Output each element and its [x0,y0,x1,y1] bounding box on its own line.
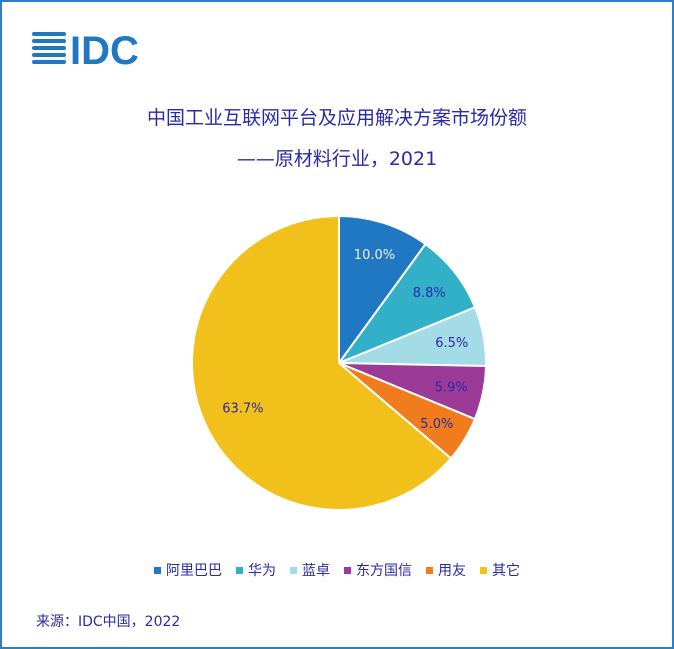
legend-label: 东方国信 [356,563,412,579]
legend-item: 蓝卓 [290,560,330,580]
legend-label: 蓝卓 [302,563,330,579]
idc-logo: IDC [32,29,139,68]
legend: 阿里巴巴 华为 蓝卓 东方国信 用友 其它 [2,560,672,580]
legend-label: 华为 [248,563,276,579]
legend-label: 其它 [492,563,520,579]
chart-subtitle: ——原材料行业，2021 [236,148,438,170]
legend-item: 东方国信 [344,560,412,580]
legend-swatch [154,566,161,574]
data-label: 5.0% [420,417,453,432]
legend-swatch [290,566,297,574]
pie-chart: 10.0% 8.8% 6.5% 5.9% 5.0% 63.7% [191,214,487,511]
legend-label: 阿里巴巴 [166,563,222,579]
legend-item: 华为 [236,560,276,580]
legend-item: 用友 [426,560,466,580]
svg-text:IDC: IDC [70,29,139,68]
data-label: 10.0% [354,248,395,263]
pie-slice-1 [336,242,477,366]
source-note: 来源：IDC中国，2022 [36,614,181,630]
legend-label: 用友 [438,563,466,579]
legend-swatch [344,566,351,574]
legend-item: 其它 [480,560,520,580]
legend-swatch [426,566,433,574]
chart-title: 中国工业互联网平台及应用解决方案市场份额 [146,107,527,129]
legend-swatch [480,566,487,574]
pie-slice-5 [191,214,453,511]
legend-item: 阿里巴巴 [154,560,222,580]
data-label: 6.5% [435,336,468,351]
data-label: 63.7% [222,401,263,416]
pie-slice-0 [338,214,427,367]
data-label: 5.9% [435,380,468,395]
data-label: 8.8% [413,286,446,301]
legend-swatch [236,566,243,574]
